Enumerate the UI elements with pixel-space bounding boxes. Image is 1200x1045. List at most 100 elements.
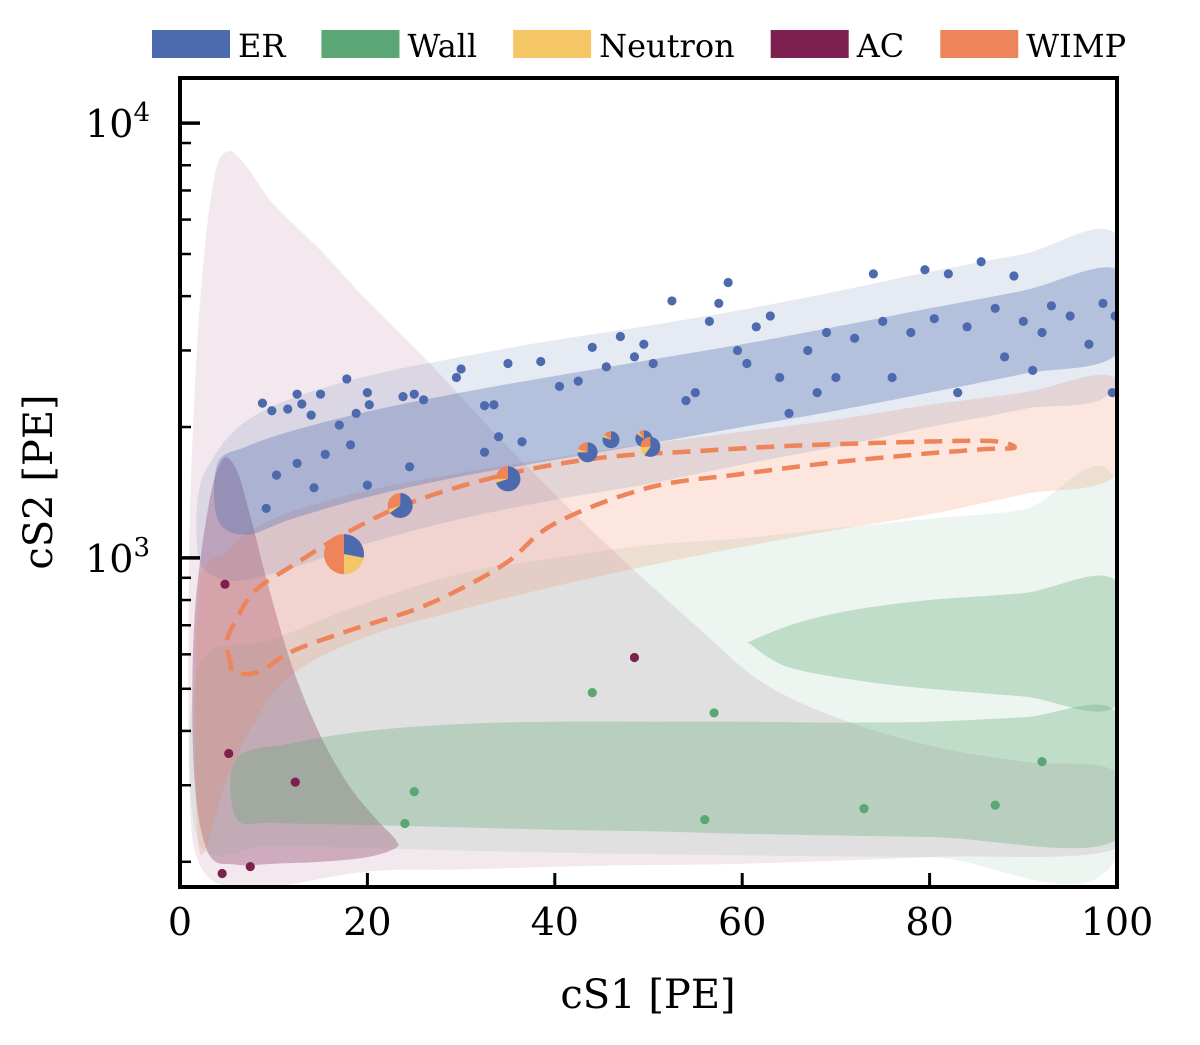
wall-point (990, 800, 1000, 810)
y-tick-label: 103 (85, 533, 150, 581)
legend: ER Wall Neutron AC WIMP (152, 27, 1126, 65)
wall-point (409, 787, 419, 797)
er-point (704, 316, 715, 326)
legend-item: WIMP (940, 27, 1126, 65)
legend-swatch (152, 30, 230, 58)
er-point (648, 358, 658, 369)
er-point (503, 358, 513, 369)
x-axis-label: cS1 [PE] (560, 972, 735, 1018)
er-point (999, 352, 1010, 362)
legend-item: ER (152, 27, 286, 65)
y-tick-label: 104 (85, 98, 150, 146)
x-axis-ticks: 0 20 40 60 80 100 (168, 873, 1153, 944)
er-point (775, 372, 785, 383)
legend-item: Neutron (513, 27, 735, 65)
pie-slice-er (390, 492, 413, 518)
er-point (868, 269, 878, 279)
pie-slice-wimp (323, 534, 344, 575)
er-point (878, 316, 888, 326)
legend-label: AC (856, 27, 905, 65)
pie-slice-er (496, 466, 521, 492)
legend-swatch (513, 30, 592, 58)
pies-layer (323, 430, 661, 575)
er-point (742, 358, 752, 369)
er-point (345, 440, 356, 450)
er-band-outer (196, 228, 1117, 581)
pie-slice-wimp (638, 430, 644, 439)
er-point (1107, 387, 1117, 398)
legend-item: Wall (321, 27, 477, 65)
wall-point (400, 818, 410, 829)
er-point (573, 376, 583, 386)
pie-slice-neutron (388, 505, 401, 513)
er-point (920, 265, 930, 275)
ac-point (245, 861, 255, 872)
plot-area (188, 150, 1117, 887)
pie-marker (387, 492, 413, 518)
er-point (943, 269, 953, 279)
ac-point (290, 777, 300, 787)
ac-band (192, 457, 399, 866)
er-point (342, 374, 352, 384)
x-tick-label: 0 (168, 900, 192, 944)
pie-marker (577, 442, 598, 463)
wall-point (587, 687, 597, 698)
er-point (306, 410, 316, 420)
legend-swatch (940, 30, 1019, 58)
y-axis-ticks: 103 104 (85, 98, 200, 864)
x-tick-label: 100 (1081, 900, 1154, 944)
er-point (1018, 316, 1028, 326)
wall-point (700, 815, 710, 825)
er-point (812, 387, 822, 398)
er-point (690, 387, 700, 398)
wall-band-outer (189, 465, 1117, 885)
er-point (1037, 327, 1047, 338)
er-point (267, 406, 277, 416)
er-point (887, 372, 897, 383)
er-point (409, 389, 419, 399)
er-point (784, 408, 794, 418)
er-point (732, 345, 743, 356)
er-point (803, 345, 813, 356)
wall-point (1037, 756, 1047, 767)
er-point (398, 391, 408, 402)
pie-slice-wimp (387, 492, 401, 510)
er-point (821, 327, 832, 338)
er-point (334, 420, 344, 430)
er-point (681, 396, 691, 406)
er-point (1009, 271, 1019, 281)
ac-point (629, 652, 640, 663)
er-point (315, 389, 326, 399)
er-point (906, 327, 916, 338)
plot-frame (178, 76, 1119, 889)
x-tick-label: 40 (531, 900, 579, 944)
bands-layer (188, 150, 1117, 887)
er-point (723, 277, 733, 288)
er-point (419, 395, 429, 405)
pie-slice-neutron (577, 449, 588, 453)
er-point (1065, 311, 1075, 321)
er-point (517, 437, 527, 447)
pie-slice-er (644, 436, 661, 457)
er-point (257, 398, 268, 408)
er-point (456, 364, 466, 374)
x-tick-label: 80 (905, 900, 953, 944)
legend-swatch (321, 30, 400, 58)
legend-label: WIMP (1026, 27, 1126, 65)
er-point (479, 401, 490, 411)
er-point (451, 372, 462, 383)
er-point (615, 331, 625, 342)
legend-label: Neutron (599, 27, 735, 65)
er-point (536, 356, 546, 367)
er-point (1084, 339, 1094, 349)
wimp-contour-line (224, 438, 1017, 677)
x-tick-label: 20 (343, 900, 391, 944)
pie-slice-er (343, 534, 364, 558)
ac-band (188, 150, 1117, 887)
er-point (309, 483, 319, 493)
er-point (929, 314, 939, 324)
pie-slice-wimp (604, 431, 612, 440)
er-point (292, 458, 302, 468)
ac-point (220, 579, 230, 589)
